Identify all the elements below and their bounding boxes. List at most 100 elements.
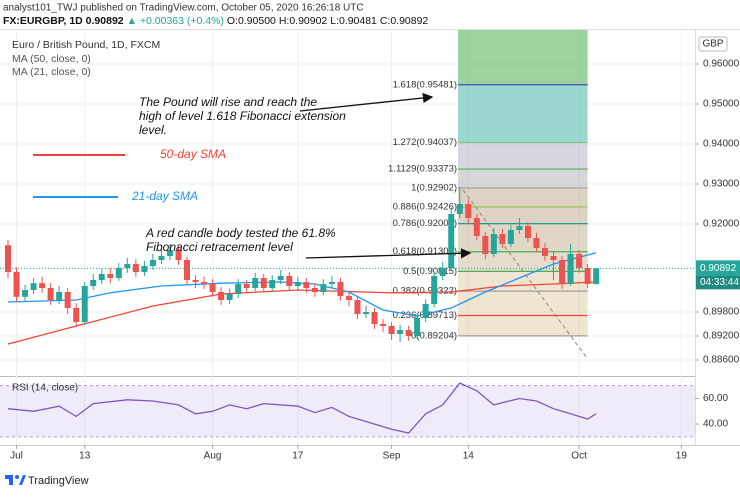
candle-body xyxy=(226,294,233,300)
candle-body xyxy=(328,282,335,284)
x-tick-label: Jul xyxy=(10,451,23,462)
candle-body xyxy=(456,204,463,214)
candle-body xyxy=(115,268,122,278)
candle-body xyxy=(286,276,293,286)
sma-note: 21-day SMA xyxy=(131,189,198,203)
candle-body xyxy=(397,330,404,334)
candle-body xyxy=(303,282,310,288)
fib-band xyxy=(458,142,588,170)
fib-top-zone xyxy=(458,30,588,85)
symbol-line: FX:EURGBP, 1D 0.90892 ▲ +0.00363 (+0.4%)… xyxy=(3,15,428,27)
candle-body xyxy=(524,226,531,238)
candle-body xyxy=(388,326,395,334)
candle-body xyxy=(81,286,88,322)
candle-body xyxy=(490,234,497,254)
candle-body xyxy=(473,218,480,236)
candle-body xyxy=(448,214,455,268)
candle-body xyxy=(56,292,63,300)
candle-body xyxy=(73,308,80,322)
x-tick-label: Sep xyxy=(383,451,401,462)
ohlc: O:0.90500 H:0.90902 L:0.90481 C:0.90892 xyxy=(227,15,429,27)
candle-body xyxy=(64,292,71,308)
candle-body xyxy=(260,278,267,288)
rsi-title: RSI (14, close) xyxy=(12,383,78,394)
y-tick-label: 40.00 xyxy=(703,419,728,430)
candle-body xyxy=(567,254,574,284)
last-price-label: 0.90892 xyxy=(700,263,737,274)
annotation: level. xyxy=(139,123,167,137)
candle-body xyxy=(465,204,472,218)
y-tick-label: 0.92000 xyxy=(703,219,740,230)
countdown-box xyxy=(696,275,740,290)
candle-body xyxy=(98,274,105,280)
candle-body xyxy=(124,264,131,268)
candle-body xyxy=(141,266,148,272)
candle-body xyxy=(337,282,344,296)
candle-body xyxy=(414,318,421,336)
fib-label: 1.1129(0.93373) xyxy=(388,164,457,175)
y-tick-label: 0.89200 xyxy=(703,331,740,342)
candle-body xyxy=(269,280,276,288)
candle-body xyxy=(422,304,429,318)
fib-label: 0.618(0.91307) xyxy=(393,246,457,257)
legend-entry: MA (50, close, 0) xyxy=(12,53,91,65)
candle-body xyxy=(362,312,369,314)
price: 0.90892 xyxy=(86,15,124,27)
fib-band xyxy=(458,315,588,336)
candle-body xyxy=(47,288,54,300)
candle-body xyxy=(30,283,37,290)
x-tick-label: 14 xyxy=(463,451,475,462)
x-tick-label: Aug xyxy=(204,451,222,462)
candle-body xyxy=(507,230,514,244)
sma-note: 50-day SMA xyxy=(160,147,226,161)
annotation: A red candle body tested the 61.8% xyxy=(145,226,336,240)
x-tick-label: 13 xyxy=(79,451,91,462)
candle-body xyxy=(550,256,557,260)
candle-body xyxy=(541,248,548,256)
fib-label: 1.618(0.95481) xyxy=(393,79,457,90)
y-tick-label: 0.88600 xyxy=(703,355,740,366)
candle-body xyxy=(320,284,327,292)
candle-body xyxy=(439,268,446,276)
candle-body xyxy=(192,280,199,282)
y-tick-label: 0.94000 xyxy=(703,139,740,150)
symbol: FX:EURGBP, 1D xyxy=(3,15,83,27)
candle-body xyxy=(559,260,566,284)
candle-body xyxy=(431,276,438,304)
candle-body xyxy=(516,226,523,230)
currency: GBP xyxy=(702,39,723,50)
y-tick-label: 0.96000 xyxy=(703,59,740,70)
fib-band xyxy=(458,206,588,224)
candle-body xyxy=(294,282,301,286)
line xyxy=(7,382,597,434)
x-tick-label: 19 xyxy=(676,451,688,462)
fib-band xyxy=(458,84,588,143)
fib-band xyxy=(458,169,588,188)
arrow xyxy=(299,92,434,112)
candle-body xyxy=(243,284,250,288)
candle-body xyxy=(209,284,216,292)
candle-body xyxy=(235,284,242,294)
candle-body xyxy=(499,234,506,244)
y-tick-label: 0.93000 xyxy=(703,179,740,190)
fib-band xyxy=(458,187,588,207)
y-tick-label: 60.00 xyxy=(703,393,728,404)
fib-label: 0.5(0.90815) xyxy=(403,266,457,277)
fib-label: 0.382(0.90322) xyxy=(393,286,457,297)
candle-body xyxy=(201,282,208,284)
y-tick-label: 0.89800 xyxy=(703,307,740,318)
last-price-box xyxy=(696,260,740,276)
x-tick-label: 17 xyxy=(292,451,304,462)
plot: Jul 13 Aug 17 Sep 14 Oct 19 0.96000 0.95000 0.9400… xyxy=(0,30,740,462)
fib-label: 0.786(0.92008) xyxy=(393,218,457,229)
candle-body xyxy=(13,272,20,297)
candle-body xyxy=(593,268,600,284)
countdown: 04:33:44 xyxy=(700,277,739,288)
candle-body xyxy=(158,256,165,260)
y-tick-label: 0.95000 xyxy=(703,99,740,110)
candle-body xyxy=(5,245,12,272)
candle-body xyxy=(90,280,97,286)
candle-body xyxy=(22,290,29,297)
candle-body xyxy=(380,324,387,326)
